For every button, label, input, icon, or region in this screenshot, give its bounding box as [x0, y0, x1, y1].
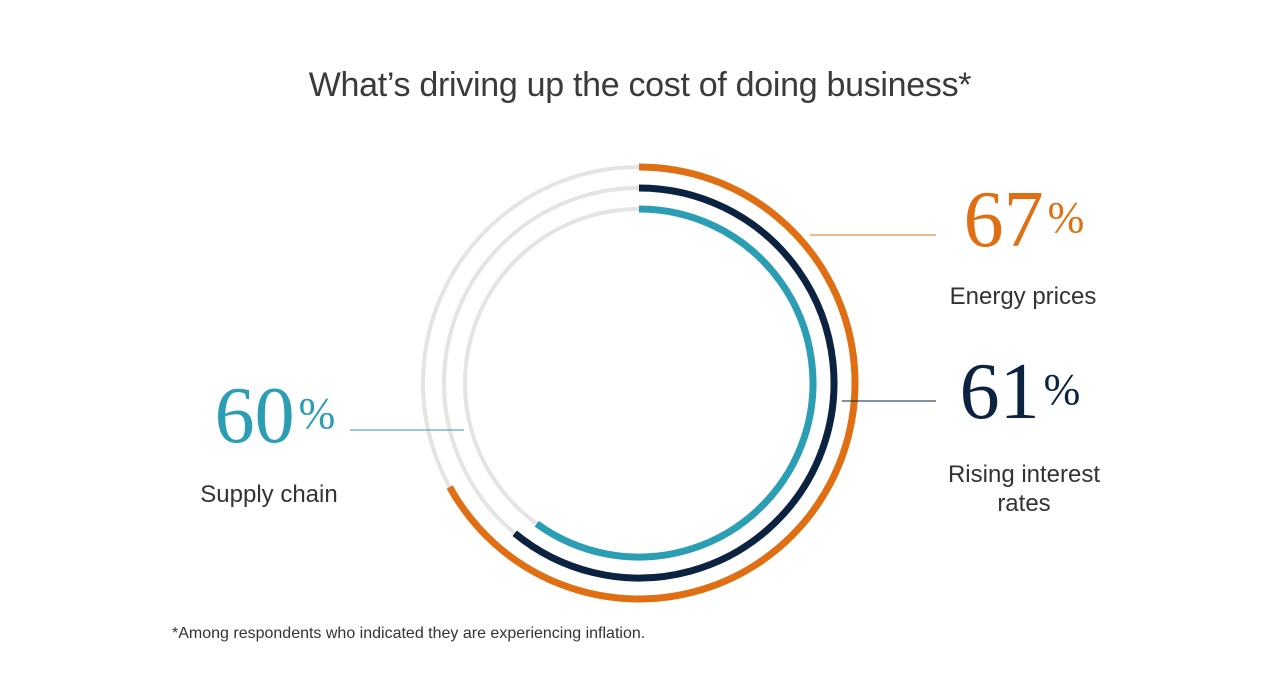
leader-lines: [350, 234, 936, 431]
category-label-line: Supply chain: [200, 481, 337, 508]
category-label-line: Rising interest: [948, 461, 1100, 488]
value-labels: 67% Energy prices 61% Rising interest rates 6…: [200, 176, 1100, 517]
category-label-line: Energy prices: [950, 283, 1097, 310]
value-label-interest: 61%: [960, 348, 1081, 436]
value-number-supply: 60: [215, 372, 295, 460]
category-label-interest: Rising interest rates: [948, 461, 1100, 517]
value-number-interest: 61: [960, 348, 1040, 436]
arc-energy: [446, 163, 859, 603]
value-number-energy: 67: [964, 176, 1044, 264]
value-unit-energy: %: [1048, 193, 1085, 242]
category-label-supply: Supply chain: [200, 481, 337, 508]
value-label-energy: 67%: [964, 176, 1085, 264]
value-unit-interest: %: [1044, 365, 1081, 414]
ring-arcs: [446, 163, 859, 603]
value-unit-supply: %: [299, 389, 336, 438]
arc-supply: [534, 205, 817, 561]
value-label-supply: 60%: [215, 372, 336, 460]
arc-interest: [512, 184, 838, 582]
category-label-energy: Energy prices: [950, 283, 1097, 310]
category-label-line: rates: [997, 490, 1050, 517]
chart-title: What’s driving up the cost of doing busi…: [308, 66, 972, 104]
footnote: *Among respondents who indicated they ar…: [172, 625, 646, 642]
